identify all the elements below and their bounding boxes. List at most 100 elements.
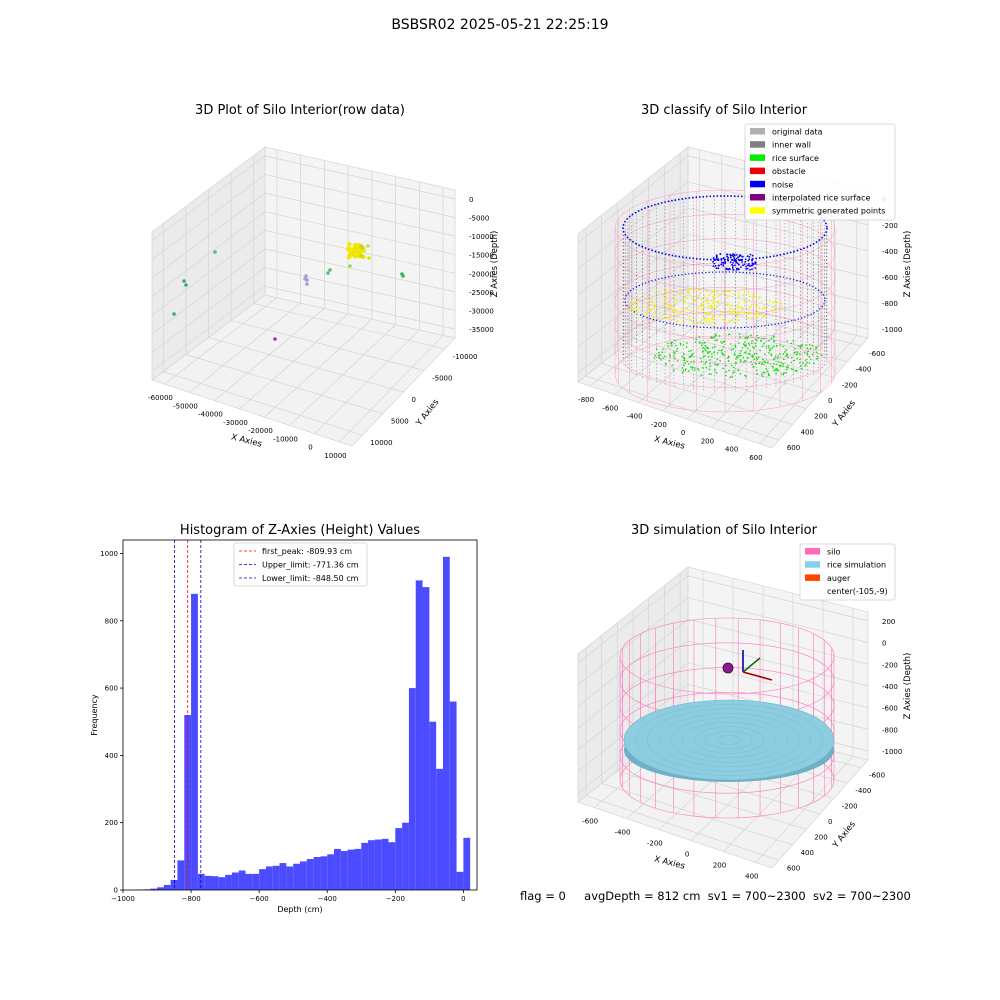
symmetric-point [751, 317, 753, 320]
symmetric-point [654, 311, 657, 314]
symmetric-point [671, 310, 674, 313]
noise-point [754, 261, 757, 264]
rice-surface-point [785, 349, 788, 351]
histogram-bar [286, 866, 294, 890]
rice-surface-point [713, 351, 715, 354]
rice-surface-point [739, 372, 742, 375]
y-tick-label: -600 [869, 772, 885, 780]
noise-point [744, 260, 747, 263]
symmetric-point [706, 299, 709, 302]
symmetric-point [677, 320, 679, 322]
rice-surface-point [773, 340, 775, 343]
axis-arrow-x [742, 671, 773, 681]
symmetric-point [700, 308, 703, 311]
noise-point [733, 264, 736, 267]
rice-surface-point [664, 355, 666, 358]
x-tick-label: -400 [627, 413, 643, 421]
symmetric-point [749, 312, 752, 314]
rice-surface-point [768, 352, 770, 354]
symmetric-point [671, 296, 674, 299]
symmetric-point [710, 322, 713, 324]
symmetric-point [726, 304, 729, 307]
symmetric-point [654, 291, 656, 294]
rice-surface-point [811, 353, 814, 356]
symmetric-point [727, 301, 729, 304]
rice-surface-point [744, 337, 746, 339]
symmetric-point [688, 315, 691, 318]
rice-surface-point [691, 353, 694, 355]
symmetric-point [665, 297, 668, 300]
rice-surface-point [744, 341, 746, 343]
symmetric-point [710, 317, 713, 320]
data-point [347, 242, 352, 247]
symmetric-point [657, 291, 659, 294]
noise-point [731, 263, 733, 266]
x-tick-label: -600 [582, 818, 598, 826]
noise-point [712, 260, 714, 263]
symmetric-point [704, 317, 707, 320]
rice-surface-point [690, 349, 692, 352]
auger-marker [722, 662, 734, 674]
histogram-bar [320, 856, 328, 890]
symmetric-point [707, 318, 710, 321]
histogram-bar [449, 701, 457, 890]
histogram-bar [327, 854, 335, 890]
legend[interactable]: silo rice simulation auger center(-105,-9) [799, 543, 896, 601]
symmetric-point [773, 308, 776, 311]
symmetric-point [675, 291, 678, 294]
rice-surface-point [805, 363, 807, 366]
rice-surface-point [751, 363, 753, 366]
y-tick-label: 200 [814, 833, 827, 841]
rice-surface-point [729, 343, 732, 345]
noise-point [749, 253, 752, 256]
rice-surface-point [681, 367, 684, 369]
symmetric-point [706, 296, 709, 299]
symmetric-point [676, 311, 679, 314]
noise-point [723, 256, 725, 259]
legend[interactable]: first_peak: -809.93 cm Upper_limit: -771.… [233, 542, 368, 587]
data-point [328, 268, 332, 272]
histogram-bar [170, 879, 178, 890]
symmetric-point [729, 312, 732, 314]
rice-surface-point [715, 372, 718, 374]
rice-surface-point [772, 367, 774, 369]
y-tick-label: 400 [801, 849, 814, 857]
symmetric-point [737, 296, 740, 299]
histogram-plot[interactable]: −1000 −800 −600 −400 −200 0 0 200 400 600 800 1000 D… [60, 530, 500, 920]
symmetric-point [673, 301, 676, 304]
rice-surface-point [693, 369, 696, 371]
symmetric-point [703, 318, 706, 321]
rice-surface-point [747, 342, 750, 345]
rice-surface-point [773, 362, 775, 365]
rice-surface-point [653, 357, 655, 359]
symmetric-point [707, 313, 710, 316]
rice-surface-point [676, 347, 679, 350]
symmetric-point [733, 309, 736, 312]
symmetric-point [702, 304, 704, 307]
x-tick-label: −600 [250, 895, 269, 903]
z-tick-label: -20000 [469, 270, 494, 278]
y-tick-label: 400 [801, 428, 814, 436]
simulation-3d-plot[interactable]: -600-400-20002004006004002000-200-400-60… [540, 530, 940, 890]
x-tick-label: -10000 [273, 435, 298, 443]
symmetric-point [636, 312, 639, 315]
raw-3d-plot[interactable]: -60000-50000-40000-30000-20000-100000100… [110, 120, 510, 480]
symmetric-point [781, 305, 784, 308]
axis-arrow-y [742, 657, 761, 673]
rice-surface-point [720, 341, 722, 343]
rice-surface-point [739, 352, 741, 355]
symmetric-point [651, 301, 654, 304]
symmetric-point [664, 291, 666, 293]
noise-point [729, 256, 732, 259]
rice-surface-point [751, 355, 754, 357]
symmetric-point [753, 312, 756, 315]
noise-point [743, 263, 746, 266]
classify-3d-plot[interactable]: -800-600-400-20002004006006004002000-200… [540, 120, 940, 480]
legend[interactable]: original data inner wall rice surface obsta… [744, 123, 896, 221]
rice-surface-point [680, 344, 682, 346]
rice-surface-point [776, 357, 779, 359]
rice-surface-point [752, 366, 755, 368]
symmetric-point [702, 317, 705, 320]
rice-surface-point [724, 374, 727, 377]
noise-point [727, 256, 730, 259]
